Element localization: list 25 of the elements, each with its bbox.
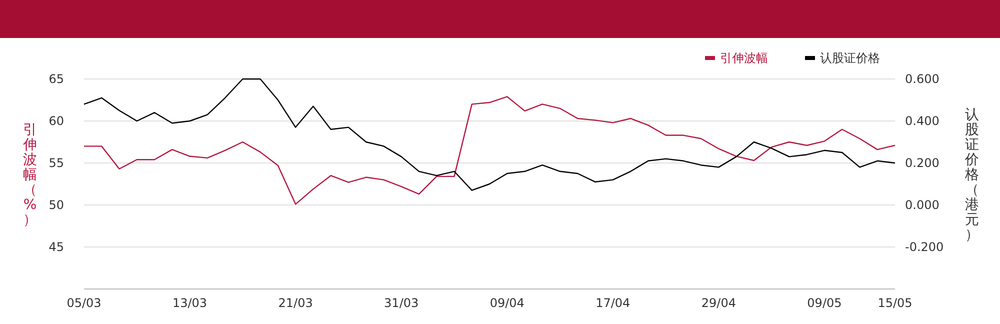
y-tick-label: 65 xyxy=(48,72,64,86)
line-series xyxy=(83,78,896,191)
y2-tick-label: -0.200 xyxy=(905,240,944,254)
x-tick-label: 31/03 xyxy=(384,296,419,310)
x-tick-label: 13/03 xyxy=(172,296,208,310)
line-series xyxy=(83,96,896,205)
legend-label: 认股证价格 xyxy=(820,51,880,66)
y2-tick-label: 0.200 xyxy=(905,156,940,170)
text: 认股证价格（港元） xyxy=(965,106,979,243)
y-tick-label: 55 xyxy=(48,156,64,170)
y-tick-label: 50 xyxy=(48,198,64,212)
x-tick-label: 17/04 xyxy=(596,296,630,310)
y2-tick-label: 0.400 xyxy=(905,114,940,128)
x-tick-label: 09/04 xyxy=(490,296,524,310)
y-tick-label: 45 xyxy=(48,240,64,254)
x-tick-label: 29/04 xyxy=(701,296,736,310)
x-tick-label: 09/05 xyxy=(807,296,842,310)
legend-label: 引伸波幅 xyxy=(720,51,768,66)
y-axis-title: 引伸波幅（%） xyxy=(22,122,37,228)
x-tick-label: 05/03 xyxy=(66,296,102,310)
x-tick-label: 21/03 xyxy=(278,296,313,310)
x-tick-label: 15/05 xyxy=(878,296,912,310)
y-tick-label: 60 xyxy=(48,114,64,128)
y2-tick-label: 0.600 xyxy=(905,72,940,86)
y2-tick-label: 0.000 xyxy=(905,198,940,212)
